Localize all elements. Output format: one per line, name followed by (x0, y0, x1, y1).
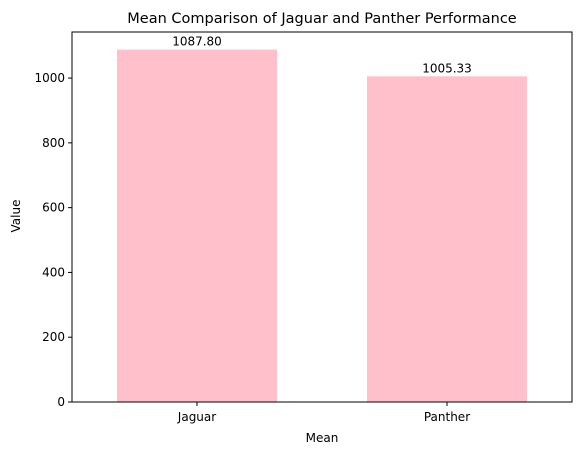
chart-title: Mean Comparison of Jaguar and Panther Pe… (127, 11, 517, 27)
y-tick-label: 400 (42, 265, 65, 279)
x-tick-label: Jaguar (177, 410, 216, 424)
plot-frame (71, 31, 573, 403)
plot-area: 1087.80 Jaguar 1005.33 Panther 0 200 400 600 800… (34, 31, 573, 424)
y-tick-label: 0 (57, 395, 65, 409)
x-tick-label: Panther (424, 410, 470, 424)
x-axis-label: Mean (306, 431, 339, 445)
bar-value-label: 1005.33 (422, 61, 472, 75)
bar-value-label: 1087.80 (172, 35, 222, 49)
y-tick-label: 600 (42, 201, 65, 215)
y-tick-label: 800 (42, 136, 65, 150)
bar-panther (367, 76, 527, 402)
bar-jaguar (117, 49, 277, 403)
y-tick-label: 1000 (34, 71, 65, 85)
y-axis-label: Value (9, 200, 23, 233)
y-tick-label: 200 (42, 330, 65, 344)
